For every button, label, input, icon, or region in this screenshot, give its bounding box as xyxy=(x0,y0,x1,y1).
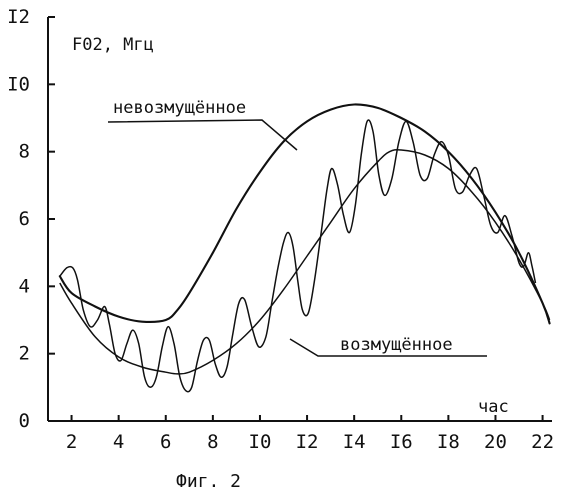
annotation-perturbed: возмущённое xyxy=(340,335,453,355)
x-tick-label: 4 xyxy=(113,431,124,453)
x-tick-label: 20 xyxy=(484,431,507,453)
tick-marks xyxy=(48,17,543,421)
y-tick-label: 2 xyxy=(19,343,30,365)
x-tick-label: I6 xyxy=(390,431,413,453)
x-tick-label: I0 xyxy=(249,431,272,453)
x-tick-label: 6 xyxy=(160,431,171,453)
y-tick-label: I0 xyxy=(7,73,30,95)
tick-labels: 2 4 6 8 I0 I2 I4 I6 I8 20 22 0 2 4 6 8 I0 I2 xyxy=(7,6,554,453)
series-perturbed xyxy=(60,120,536,392)
series-unperturbed xyxy=(60,104,550,323)
y-tick-label: 0 xyxy=(19,410,30,432)
x-tick-label: 2 xyxy=(66,431,77,453)
y-tick-label: I2 xyxy=(7,6,30,28)
y-tick-label: 8 xyxy=(19,141,30,163)
y-axis-label: F02, Мгц xyxy=(72,35,154,55)
x-tick-label: I4 xyxy=(343,431,366,453)
x-axis-label: час xyxy=(478,397,509,417)
y-tick-label: 4 xyxy=(19,275,30,297)
x-tick-label: 22 xyxy=(531,431,554,453)
annotation-unperturbed: невозмущённое xyxy=(113,98,246,118)
x-tick-label: I2 xyxy=(296,431,319,453)
annotation-unperturbed-leader xyxy=(108,120,297,150)
x-tick-label: 8 xyxy=(207,431,218,453)
y-tick-label: 6 xyxy=(19,208,30,230)
figure-caption: Фиг. 2 xyxy=(176,471,241,492)
x-tick-label: I8 xyxy=(437,431,460,453)
